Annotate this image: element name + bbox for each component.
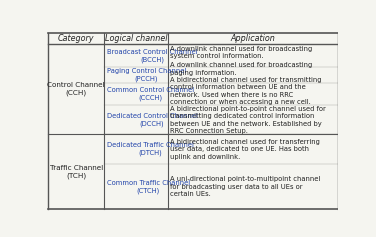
- Text: Control Channel
(CCH): Control Channel (CCH): [47, 82, 105, 96]
- Text: Traffic Channel
(TCH): Traffic Channel (TCH): [50, 165, 103, 179]
- Text: A downlink channel used for broadcasting
system control information.: A downlink channel used for broadcasting…: [170, 46, 312, 59]
- Text: A downlink channel used for broadcasting
paging information.: A downlink channel used for broadcasting…: [170, 62, 312, 76]
- Text: Category: Category: [58, 34, 94, 43]
- Text: Common Traffic Channel
(CTCH): Common Traffic Channel (CTCH): [107, 180, 190, 194]
- Text: Application: Application: [230, 34, 275, 43]
- Text: A bidirectional point-to-point channel used for
transmitting dedicated control i: A bidirectional point-to-point channel u…: [170, 106, 326, 134]
- Text: A bidirectional channel used for transmitting
control information between UE and: A bidirectional channel used for transmi…: [170, 77, 322, 105]
- Text: A uni-directional point-to-multipoint channel
for broadcasting user data to all : A uni-directional point-to-multipoint ch…: [170, 176, 320, 197]
- Text: Paging Control Channel
(PCCH): Paging Control Channel (PCCH): [107, 68, 186, 82]
- Text: Common Control Channel
(CCCH): Common Control Channel (CCCH): [107, 87, 194, 101]
- Text: Dedicated Traffic Channel
(DTCH): Dedicated Traffic Channel (DTCH): [107, 142, 194, 156]
- Text: Logical channel: Logical channel: [105, 34, 167, 43]
- Text: A bidirectional channel used for transferring
user data, dedicated to one UE. Ha: A bidirectional channel used for transfe…: [170, 139, 320, 160]
- Text: Dedicated Control Channel
(DCCH): Dedicated Control Channel (DCCH): [107, 113, 198, 127]
- Text: Broadcast Control Channel
(BCCH): Broadcast Control Channel (BCCH): [107, 49, 197, 63]
